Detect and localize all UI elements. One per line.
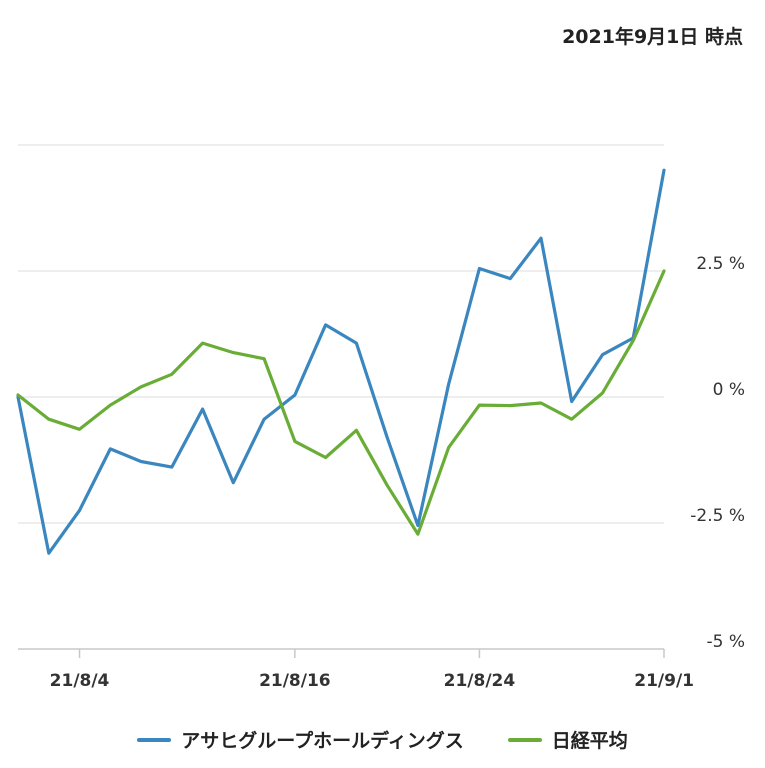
legend-label-asahi: アサヒグループホールディングス — [181, 730, 464, 752]
y-tick-label: 0 % — [713, 380, 745, 400]
legend-swatch-nikkei — [507, 737, 542, 742]
legend-item-asahi[interactable]: アサヒグループホールディングス — [137, 726, 464, 753]
x-axis-ticks: 21/8/4 21/8/16 21/8/24 21/9/1 — [50, 671, 694, 691]
series-line-nikkei — [16, 269, 666, 536]
y-tick-label: -5 % — [706, 632, 745, 652]
series-lines — [16, 168, 666, 555]
x-tick-label: 21/8/24 — [444, 671, 516, 691]
legend-swatch-asahi — [137, 737, 172, 742]
legend: アサヒグループホールディングス 日経平均 — [0, 726, 765, 753]
x-tick-label: 21/8/16 — [259, 671, 331, 691]
as-of-date: 2021年9月1日 時点 — [562, 26, 743, 48]
y-tick-label: 2.5 % — [696, 254, 745, 274]
x-axis — [18, 648, 665, 658]
legend-item-nikkei[interactable]: 日経平均 — [507, 726, 628, 753]
y-tick-label: -2.5 % — [690, 506, 745, 526]
x-tick-label: 21/8/4 — [50, 671, 110, 691]
y-axis-ticks: 2.5 % 0 % -2.5 % -5 % — [690, 254, 745, 652]
x-tick-label: 21/9/1 — [634, 671, 694, 691]
series-line-asahi — [16, 168, 666, 555]
legend-label-nikkei: 日経平均 — [551, 730, 628, 752]
